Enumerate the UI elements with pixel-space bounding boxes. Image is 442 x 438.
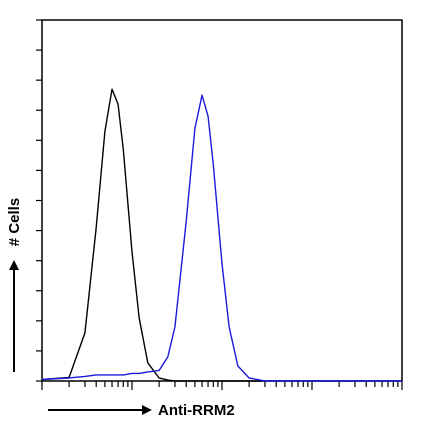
- y-axis-label: # Cells: [6, 198, 23, 246]
- x-arrow-head: [142, 405, 152, 415]
- y-arrow-head: [9, 260, 19, 270]
- histogram-curve: [41, 94, 402, 382]
- histogram-curve: [41, 88, 402, 382]
- plot-frame: [41, 19, 403, 382]
- x-axis-label: Anti-RRM2: [158, 402, 235, 419]
